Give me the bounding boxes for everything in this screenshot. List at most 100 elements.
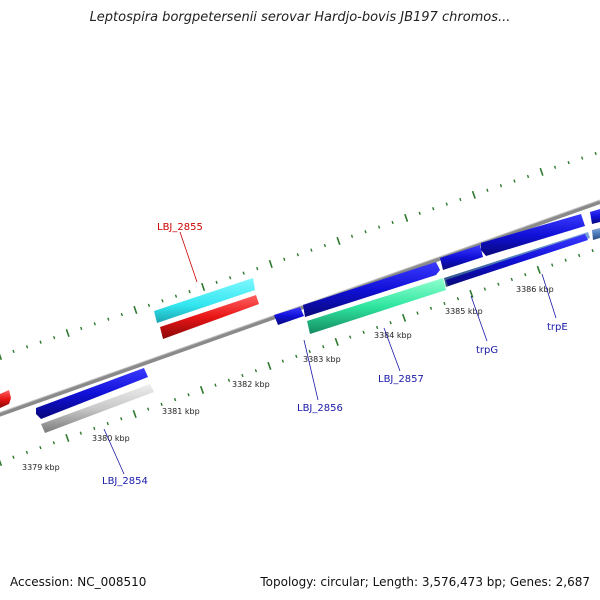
forward-strand-genes (0, 209, 600, 419)
tick-mark (323, 243, 327, 248)
tick-mark (0, 353, 3, 361)
tick-mark (432, 207, 435, 211)
kbp-label: 3380 kbp (92, 434, 130, 443)
tick-mark (39, 445, 42, 450)
tick-mark (404, 213, 409, 222)
gene-feature[interactable] (303, 262, 440, 317)
tick-mark (536, 265, 541, 274)
tick-mark (578, 253, 581, 258)
tick-mark (389, 321, 392, 325)
kbp-label: 3386 kbp (516, 285, 554, 294)
tick-mark (295, 354, 298, 358)
tick-mark (443, 301, 446, 306)
tick-mark (336, 236, 341, 245)
gene-feature[interactable] (41, 384, 154, 433)
gene-feature[interactable] (481, 214, 585, 256)
gene-label-lbj-2855[interactable]: LBJ_2855 (157, 222, 203, 233)
tick-mark (497, 282, 500, 286)
gene-feature[interactable] (154, 278, 255, 323)
tick-mark (187, 393, 190, 397)
tick-mark (215, 280, 218, 284)
gene-feature[interactable] (36, 368, 148, 419)
tick-mark (25, 345, 29, 349)
gene-feature[interactable] (592, 228, 600, 240)
gene-feature[interactable] (0, 390, 11, 408)
gene-label-lbj-2854[interactable]: LBJ_2854 (102, 476, 148, 487)
tick-mark (350, 234, 354, 238)
tick-mark (499, 184, 503, 188)
tick-mark (281, 359, 285, 363)
tick-mark (375, 325, 379, 330)
tick-mark (364, 230, 367, 234)
tick-mark (39, 340, 42, 344)
tick-mark (429, 306, 433, 310)
tick-mark (510, 277, 513, 282)
tick-mark (362, 330, 365, 334)
tick-mark (418, 211, 421, 215)
tick-mark (445, 202, 448, 206)
gene-label-trpg[interactable]: trpG (476, 345, 498, 356)
gene-feature[interactable] (446, 234, 588, 286)
tick-mark (401, 313, 407, 322)
tick-mark (456, 297, 460, 301)
tick-mark (53, 335, 56, 340)
tick-mark (242, 271, 245, 275)
tick-mark (483, 287, 487, 291)
tick-mark (296, 253, 300, 257)
gene-feature[interactable] (590, 209, 600, 224)
tick-mark (12, 455, 15, 459)
kbp-label: 3384 kbp (374, 331, 412, 340)
tick-mark (551, 263, 554, 267)
tick-mark (334, 337, 339, 346)
tick-mark (174, 294, 178, 298)
tick-mark (12, 349, 15, 354)
tick-mark (188, 289, 191, 294)
tick-mark (80, 326, 83, 331)
tick-mark (107, 317, 110, 321)
kbp-label: 3381 kbp (162, 407, 200, 416)
highlighted-genes (154, 278, 259, 339)
tick-mark (567, 161, 570, 165)
kbp-label: 3385 kbp (445, 307, 483, 316)
tick-mark (513, 179, 516, 183)
gene-feature[interactable] (440, 245, 483, 270)
tick-mark (256, 266, 259, 271)
tick-mark (147, 303, 151, 308)
kbp-labels: 3379 kbp 3380 kbp 3381 kbp 3382 kbp 3383… (22, 285, 554, 472)
tick-mark (120, 417, 123, 421)
gene-feature[interactable] (274, 307, 304, 325)
tick-mark (93, 426, 96, 431)
tick-mark (283, 257, 286, 261)
tick-mark (173, 397, 177, 402)
tick-mark (377, 225, 381, 229)
kbp-label: 3383 kbp (303, 355, 341, 364)
accession-text: Accession: NC_008510 (10, 575, 147, 589)
tick-mark (65, 328, 70, 338)
gene-feature[interactable] (307, 278, 446, 334)
tick-mark (93, 322, 96, 326)
gene-label-lbj-2857[interactable]: LBJ_2857 (378, 374, 424, 385)
map-title: Leptospira borgpetersenii serovar Hardjo… (89, 10, 511, 25)
tick-mark (268, 259, 273, 268)
gene-label-trpe[interactable]: trpE (547, 322, 568, 333)
tick-mark (564, 258, 567, 262)
tick-mark (254, 369, 258, 373)
tick-mark (241, 373, 244, 378)
tick-mark (132, 409, 137, 418)
kbp-label: 3382 kbp (232, 380, 270, 389)
tick-mark (553, 165, 557, 169)
tick-mark (65, 433, 70, 443)
tick-mark (459, 197, 462, 202)
tick-mark (161, 299, 164, 303)
kbp-label: 3379 kbp (22, 463, 60, 472)
tick-mark (267, 361, 272, 370)
gene-feature[interactable] (160, 295, 259, 339)
tick-mark (120, 312, 123, 317)
topology-text: Topology: circular; Length: 3,576,473 bp… (260, 575, 590, 589)
tick-mark (526, 174, 530, 179)
gene-label-lbj-2856[interactable]: LBJ_2856 (297, 403, 343, 414)
tick-mark (0, 459, 3, 467)
gene-callouts: LBJ_2855 LBJ_2854 LBJ_2856 LBJ_2857 trpG… (102, 222, 568, 487)
tick-mark (524, 272, 527, 277)
